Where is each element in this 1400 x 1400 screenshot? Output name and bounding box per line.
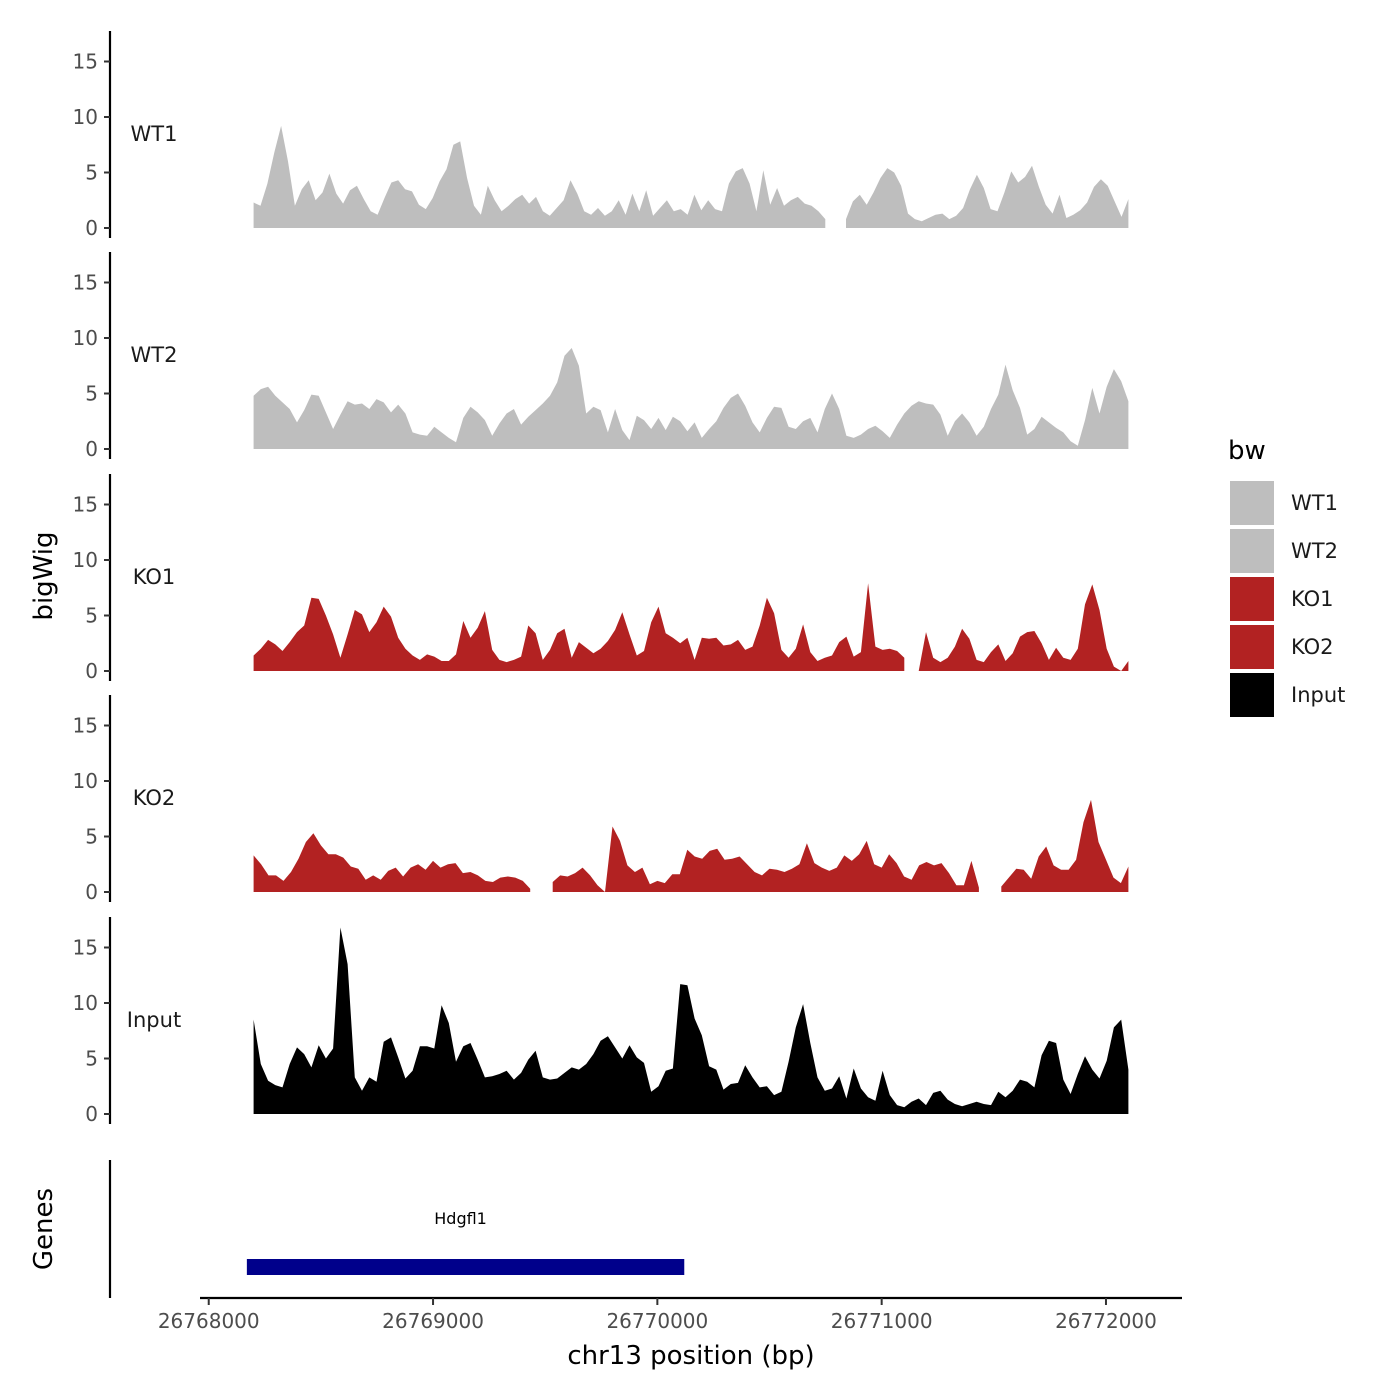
- area-wt1-segment-1: [846, 165, 1129, 228]
- y-tick-label-ko1-15: 15: [73, 493, 98, 517]
- legend-label-ko1: KO1: [1291, 587, 1334, 611]
- y-tick-label-wt2-10: 10: [73, 326, 98, 350]
- y-tick-label-wt2-15: 15: [73, 271, 98, 295]
- y-tick-label-input-10: 10: [73, 991, 98, 1015]
- y-tick-label-ko1-10: 10: [73, 548, 98, 572]
- x-tick-label-26770000: 26770000: [606, 1309, 708, 1333]
- y-tick-label-ko1-0: 0: [85, 659, 98, 683]
- x-tick-label-26769000: 26769000: [382, 1309, 484, 1333]
- legend-label-wt2: WT2: [1291, 539, 1338, 563]
- y-tick-label-wt1-15: 15: [73, 50, 98, 74]
- genes-panel: Hdgfl1: [108, 1160, 685, 1298]
- gene-label-hdgfl1: Hdgfl1: [434, 1209, 487, 1228]
- legend-swatch-ko2: [1228, 623, 1276, 671]
- y-tick-label-wt2-5: 5: [85, 382, 98, 406]
- y-tick-label-wt1-0: 0: [85, 216, 98, 240]
- track-ko1: 0 5 10 15 KO1: [73, 474, 1129, 683]
- y-tick-label-ko2-10: 10: [73, 769, 98, 793]
- x-ticks: 26768000 26769000 26770000 26771000 26772000: [158, 1298, 1157, 1333]
- track-label-ko1: KO1: [133, 565, 176, 589]
- legend-swatch-ko1: [1228, 575, 1276, 623]
- legend-title: bw: [1228, 436, 1266, 466]
- x-tick-label-26768000: 26768000: [158, 1309, 260, 1333]
- y-tick-label-wt2-0: 0: [85, 437, 98, 461]
- track-label-wt2: WT2: [131, 343, 178, 367]
- track-label-ko2: KO2: [133, 786, 176, 810]
- legend-swatch-wt2: [1228, 527, 1276, 575]
- area-ko2-segment-2: [1001, 799, 1129, 892]
- y-tick-label-ko2-15: 15: [73, 714, 98, 738]
- x-tick-label-26772000: 26772000: [1055, 1309, 1157, 1333]
- y-axis-title: bigWig: [29, 531, 59, 620]
- genes-layer: Hdgfl1: [246, 1209, 685, 1275]
- tracks-group: 0 5 10 15 WT1 0 5 10 15 WT2 0 5 10 15 KO1 0 5 10 15 KO2 0 5 10…: [73, 31, 1129, 1126]
- track-wt1: 0 5 10 15 WT1: [73, 31, 1129, 240]
- y-tick-label-input-5: 5: [85, 1047, 98, 1071]
- track-label-wt1: WT1: [131, 122, 178, 146]
- track-wt2: 0 5 10 15 WT2: [73, 252, 1129, 461]
- area-input-segment-0: [253, 927, 1129, 1114]
- area-wt2-segment-0: [253, 348, 1129, 449]
- x-tick-label-26771000: 26771000: [831, 1309, 933, 1333]
- genes-axis-title: Genes: [29, 1188, 59, 1270]
- track-ko2: 0 5 10 15 KO2: [73, 695, 1129, 904]
- track-input: 0 5 10 15 Input: [73, 917, 1129, 1126]
- y-tick-label-ko2-5: 5: [85, 825, 98, 849]
- y-tick-label-input-0: 0: [85, 1102, 98, 1126]
- area-wt1-segment-0: [253, 125, 826, 228]
- y-tick-label-wt1-10: 10: [73, 105, 98, 129]
- y-tick-label-ko1-5: 5: [85, 604, 98, 628]
- legend-label-ko2: KO2: [1291, 635, 1334, 659]
- legend-entries: WT1 WT2 KO1 KO2 Input: [1228, 479, 1345, 719]
- x-axis-title: chr13 position (bp): [567, 1341, 814, 1371]
- legend-swatch-wt1: [1228, 479, 1276, 527]
- legend-label-input: Input: [1291, 683, 1345, 707]
- legend-label-wt1: WT1: [1291, 491, 1338, 515]
- area-ko1-segment-1: [918, 584, 1129, 671]
- y-tick-label-wt1-5: 5: [85, 161, 98, 185]
- legend-swatch-input: [1228, 671, 1276, 719]
- y-tick-label-input-15: 15: [73, 936, 98, 960]
- x-axis: 26768000 26769000 26770000 26771000 26772000: [158, 1296, 1182, 1333]
- legend: bw WT1 WT2 KO1 KO2 Input: [1228, 436, 1345, 719]
- track-label-input: Input: [127, 1008, 181, 1032]
- area-ko2-segment-0: [253, 833, 531, 892]
- y-tick-label-ko2-0: 0: [85, 880, 98, 904]
- area-ko1-segment-0: [253, 583, 905, 671]
- area-ko2-segment-1: [552, 826, 979, 892]
